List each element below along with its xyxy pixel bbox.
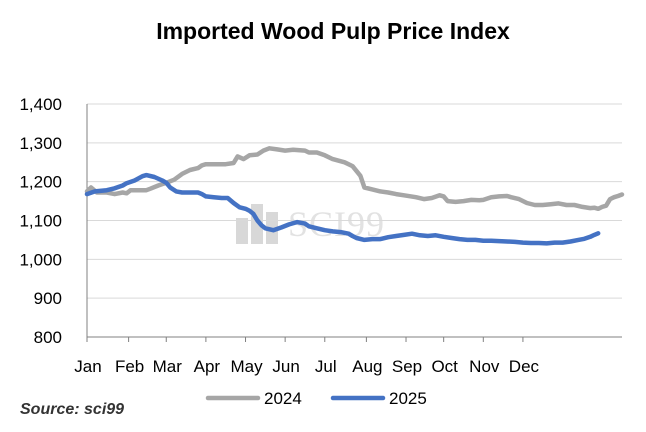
x-tick-label: Jul <box>315 357 337 376</box>
legend-label-2024: 2024 <box>264 389 302 408</box>
y-tick-label: 900 <box>34 289 62 308</box>
series-line-2025 <box>84 172 601 246</box>
x-tick-label: Jun <box>272 357 299 376</box>
x-axis-ticks: Jan Feb Mar Apr May Jun Jul Aug Sep Oct Nov Dec <box>74 337 540 376</box>
y-tick-label: 1,200 <box>19 173 62 192</box>
legend-label-2025: 2025 <box>389 389 427 408</box>
y-tick-label: 800 <box>34 328 62 347</box>
y-tick-label: 1,100 <box>19 212 62 231</box>
x-tick-label: Feb <box>115 357 144 376</box>
x-tick-label: Sep <box>392 357 422 376</box>
x-tick-label: Dec <box>509 357 540 376</box>
chart-title: Imported Wood Pulp Price Index <box>156 18 510 44</box>
x-tick-label: Mar <box>153 357 183 376</box>
y-tick-label: 1,400 <box>19 95 62 114</box>
series <box>84 146 625 246</box>
axes <box>86 104 622 338</box>
source-note: Source: sci99 <box>20 401 125 418</box>
x-tick-label: Aug <box>352 357 382 376</box>
gridlines <box>87 103 622 338</box>
series-line-2024 <box>84 146 625 212</box>
x-tick-label: Apr <box>194 357 221 376</box>
x-tick-label: Nov <box>469 357 500 376</box>
legend: 2024 2025 <box>205 389 427 408</box>
y-tick-label: 1,000 <box>19 250 62 269</box>
x-tick-label: Oct <box>431 357 458 376</box>
y-axis-ticks: 800 900 1,000 1,100 1,200 1,300 1,400 <box>19 95 62 347</box>
x-tick-label: Jan <box>74 357 101 376</box>
x-tick-label: May <box>230 357 263 376</box>
y-tick-label: 1,300 <box>19 134 62 153</box>
